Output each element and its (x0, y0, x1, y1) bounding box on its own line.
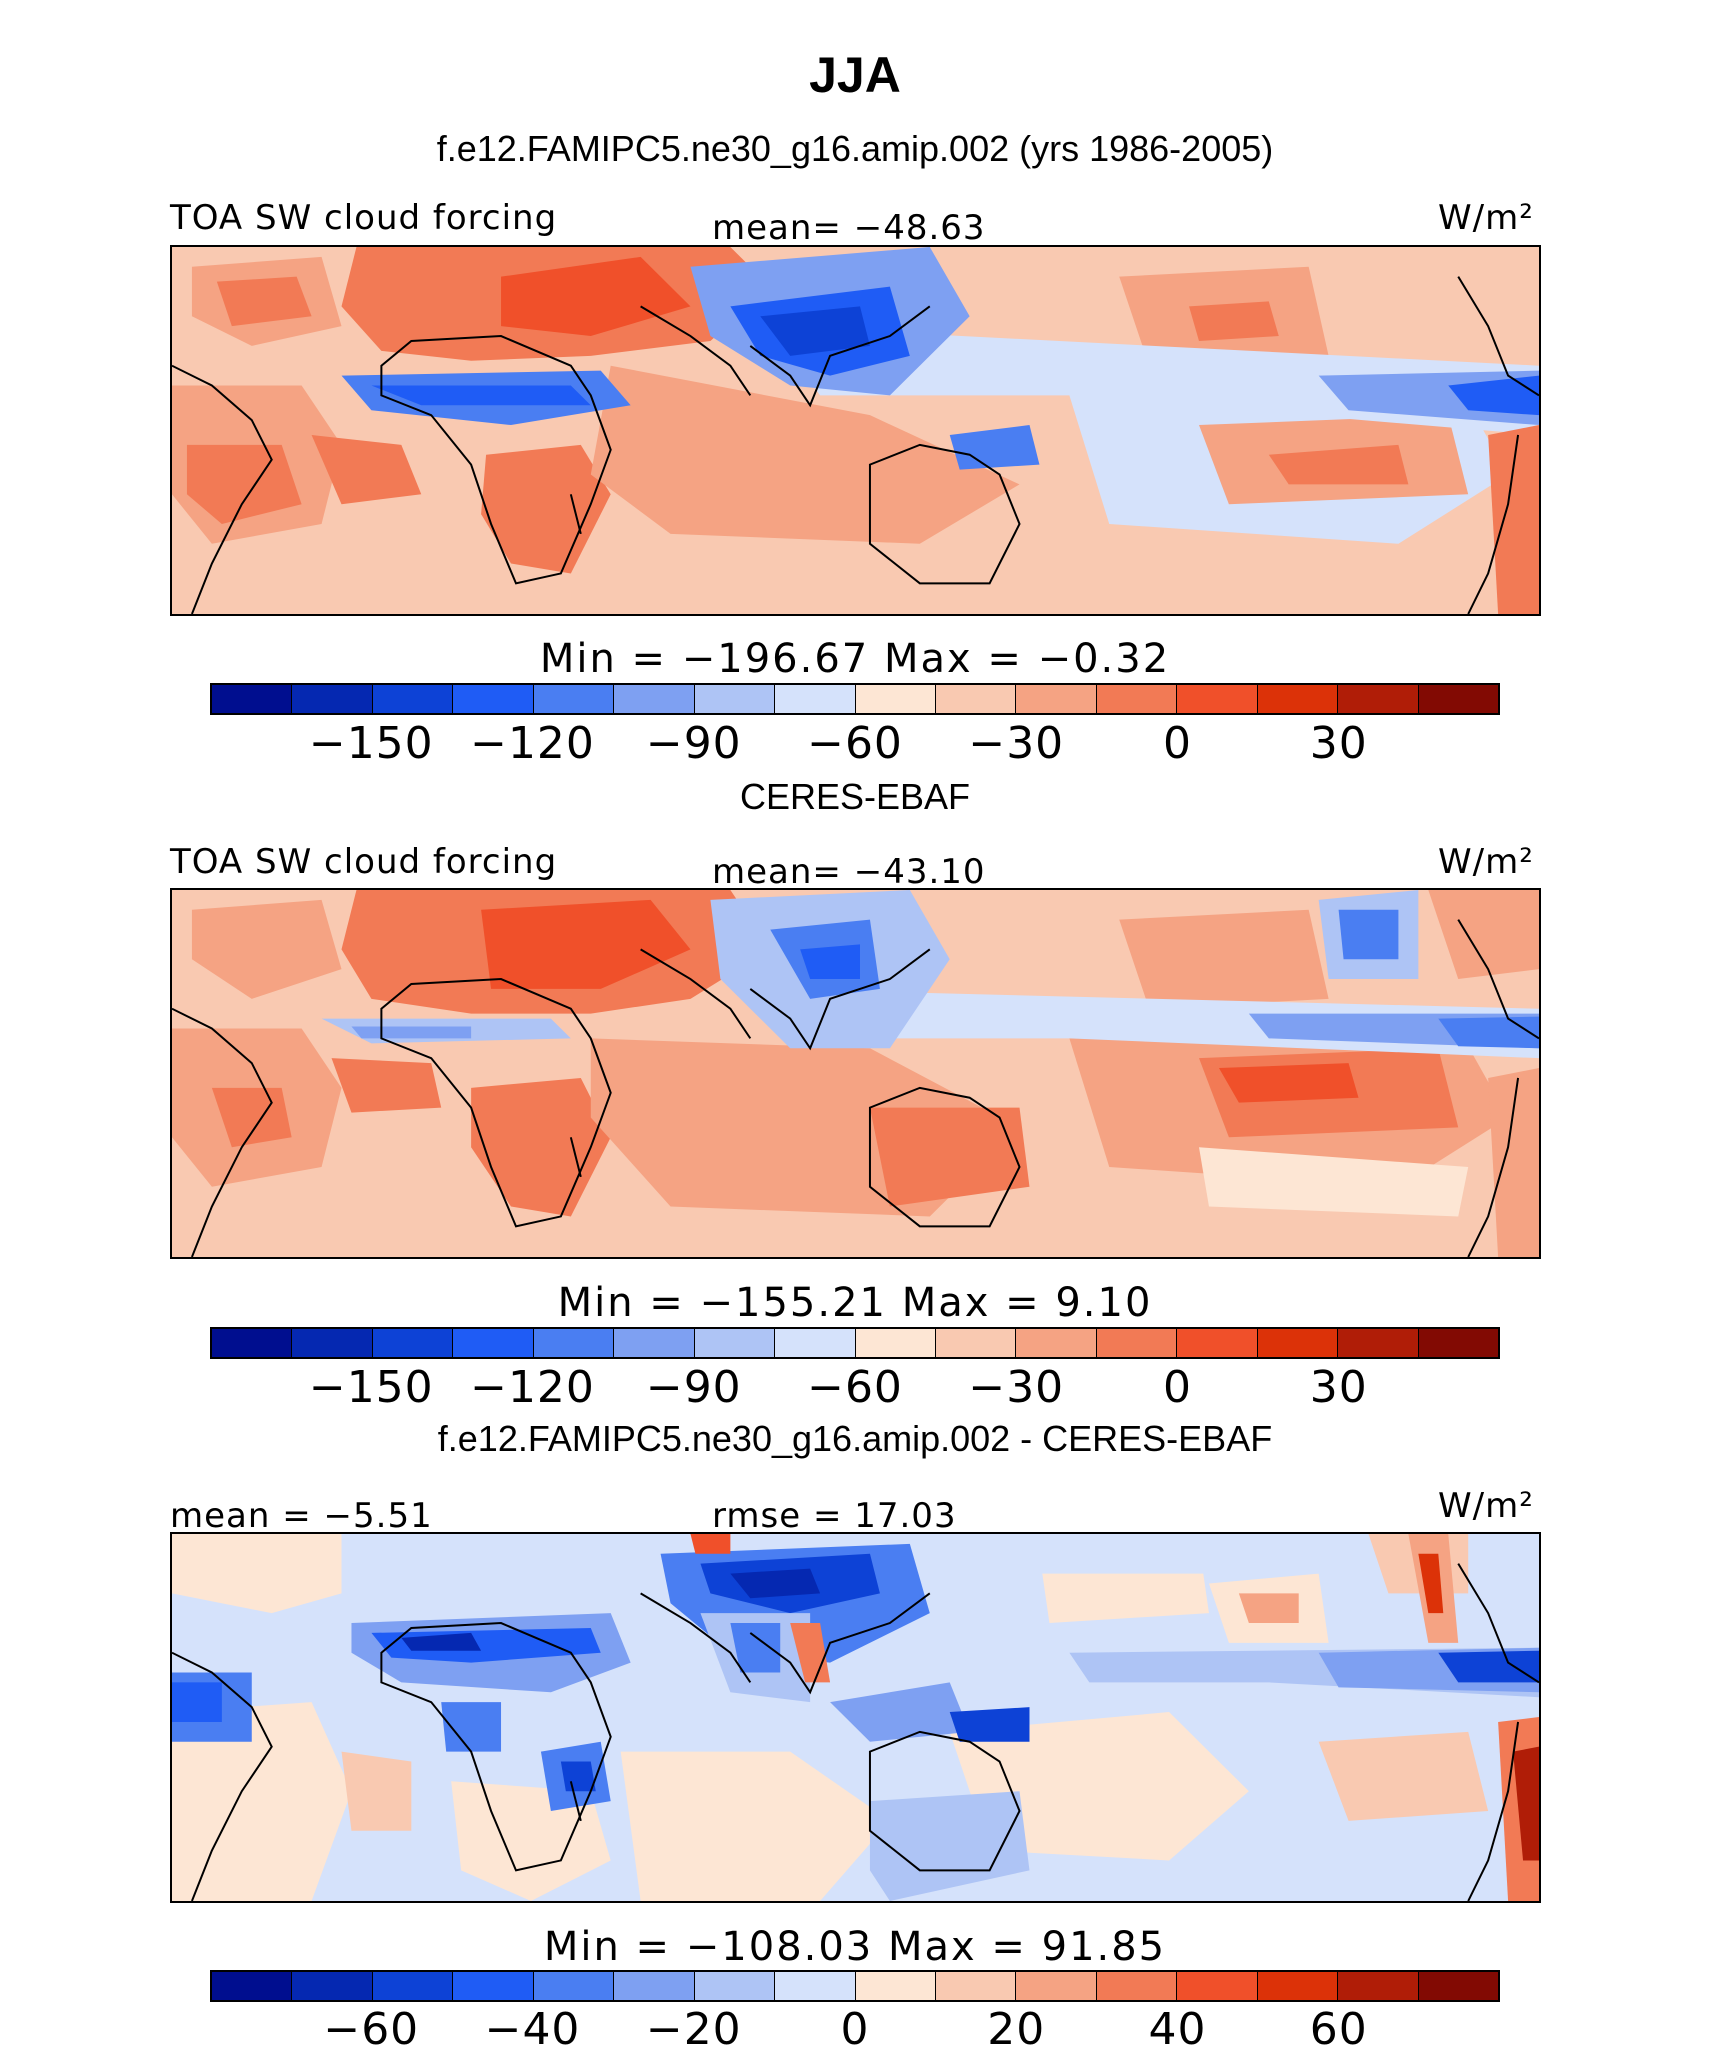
colorbar-swatch (775, 1972, 856, 2000)
colorbar-swatch (694, 1329, 776, 1357)
colorbar-swatch (1257, 1329, 1339, 1357)
colorbar-swatch (1177, 1972, 1258, 2000)
panel2-variable-label: TOA SW cloud forcing (170, 842, 558, 882)
colorbar-swatch (935, 1972, 1017, 2000)
colorbar-swatch (775, 685, 856, 713)
colorbar-tick-label: −120 (470, 1362, 595, 1413)
colorbar-swatch (1016, 685, 1097, 713)
panel3-minmax-label: Min = −108.03 Max = 91.85 (543, 1924, 1167, 1970)
colorbar-swatch (1096, 685, 1178, 713)
colorbar-swatch (1177, 685, 1258, 713)
colorbar-swatch (292, 1972, 373, 2000)
panel3-mean-label: mean = −5.51 (170, 1496, 433, 1536)
colorbar-tick-label: 20 (987, 2004, 1046, 2055)
colorbar-swatch (533, 685, 615, 713)
colorbar-swatch (1096, 1972, 1178, 2000)
colorbar-swatch (614, 1972, 695, 2000)
colorbar-swatch (775, 1329, 856, 1357)
colorbar-swatch (1096, 1329, 1178, 1357)
colorbar-swatch (292, 685, 373, 713)
panel3-units-label: W/m² (1438, 1486, 1534, 1526)
colorbar-tick-label: −150 (308, 718, 434, 769)
panel2-mean-label: mean= −43.10 (712, 852, 986, 892)
colorbar-swatch (1418, 1329, 1498, 1357)
colorbar-tick-label: −30 (968, 1362, 1065, 1413)
panel2-colorbar-ticks: −150 −120 −90 −60 −30 0 30 (210, 1362, 1500, 1413)
colorbar-swatch (1418, 1972, 1498, 2000)
colorbar-tick-label: 60 (1309, 2004, 1368, 2055)
colorbar-swatch (935, 1329, 1017, 1357)
colorbar-tick-label: 0 (840, 2004, 870, 2055)
panel3-colorbar-ticks: −60 −40 −20 0 20 40 60 (210, 2004, 1500, 2055)
colorbar-swatch (855, 685, 936, 713)
colorbar-tick-label: 40 (1148, 2004, 1207, 2055)
panel2-map (170, 888, 1541, 1259)
colorbar-swatch (694, 685, 776, 713)
panel2-colorbar (210, 1327, 1500, 1359)
panel2-heading: CERES-EBAF (739, 776, 971, 817)
colorbar-swatch (372, 1972, 454, 2000)
panel1-units-label: W/m² (1438, 198, 1534, 238)
colorbar-swatch (453, 1329, 534, 1357)
panel3-heading: f.e12.FAMIPC5.ne30_g16.amip.002 - CERES-… (437, 1418, 1273, 1459)
panel1-map (170, 245, 1541, 616)
colorbar-tick-label: 30 (1309, 1362, 1368, 1413)
colorbar-tick-label: −120 (470, 718, 595, 769)
colorbar-tick-label: −90 (645, 718, 742, 769)
colorbar-tick-label: −40 (484, 2004, 581, 2055)
colorbar-swatch (1338, 1329, 1419, 1357)
colorbar-tick-label: −60 (807, 1362, 903, 1413)
colorbar-tick-label: −30 (968, 718, 1065, 769)
colorbar-swatch (1418, 685, 1498, 713)
colorbar-swatch (533, 1329, 615, 1357)
colorbar-swatch (855, 1329, 936, 1357)
colorbar-swatch (1338, 1972, 1419, 2000)
colorbar-swatch (855, 1972, 936, 2000)
colorbar-tick-label: −20 (645, 2004, 742, 2055)
colorbar-tick-label: −60 (807, 718, 903, 769)
colorbar-swatch (614, 1329, 695, 1357)
colorbar-swatch (533, 1972, 615, 2000)
panel1-heading: f.e12.FAMIPC5.ne30_g16.amip.002 (yrs 198… (436, 128, 1274, 169)
colorbar-swatch (372, 685, 454, 713)
colorbar-swatch (1257, 1972, 1339, 2000)
panel1-minmax-label: Min = −196.67 Max = −0.32 (539, 636, 1171, 682)
panel3-colorbar (210, 1970, 1500, 2002)
colorbar-swatch (212, 685, 293, 713)
colorbar-tick-label: 30 (1309, 718, 1368, 769)
colorbar-tick-label: −150 (308, 1362, 434, 1413)
colorbar-swatch (453, 1972, 534, 2000)
colorbar-swatch (614, 685, 695, 713)
colorbar-swatch (372, 1329, 454, 1357)
panel2-units-label: W/m² (1438, 842, 1534, 882)
colorbar-swatch (212, 1329, 293, 1357)
colorbar-tick-label: −60 (323, 2004, 420, 2055)
colorbar-swatch (694, 1972, 776, 2000)
figure-title: JJA (809, 47, 901, 103)
panel3-rmse-label: rmse = 17.03 (712, 1496, 957, 1536)
colorbar-swatch (292, 1329, 373, 1357)
colorbar-swatch (1177, 1329, 1258, 1357)
colorbar-swatch (935, 685, 1017, 713)
colorbar-swatch (1016, 1972, 1097, 2000)
panel1-colorbar (210, 683, 1500, 715)
panel1-variable-label: TOA SW cloud forcing (170, 198, 558, 238)
colorbar-tick-label: −90 (645, 1362, 742, 1413)
colorbar-swatch (453, 685, 534, 713)
colorbar-swatch (1016, 1329, 1097, 1357)
panel3-map (170, 1532, 1541, 1903)
colorbar-tick-label: 0 (1163, 718, 1192, 769)
colorbar-swatch (1338, 685, 1419, 713)
colorbar-tick-label: 0 (1163, 1362, 1192, 1413)
colorbar-swatch (212, 1972, 293, 2000)
panel2-minmax-label: Min = −155.21 Max = 9.10 (557, 1280, 1153, 1326)
colorbar-swatch (1257, 685, 1339, 713)
panel1-colorbar-ticks: −150 −120 −90 −60 −30 0 30 (210, 718, 1500, 769)
panel1-mean-label: mean= −48.63 (712, 208, 986, 248)
